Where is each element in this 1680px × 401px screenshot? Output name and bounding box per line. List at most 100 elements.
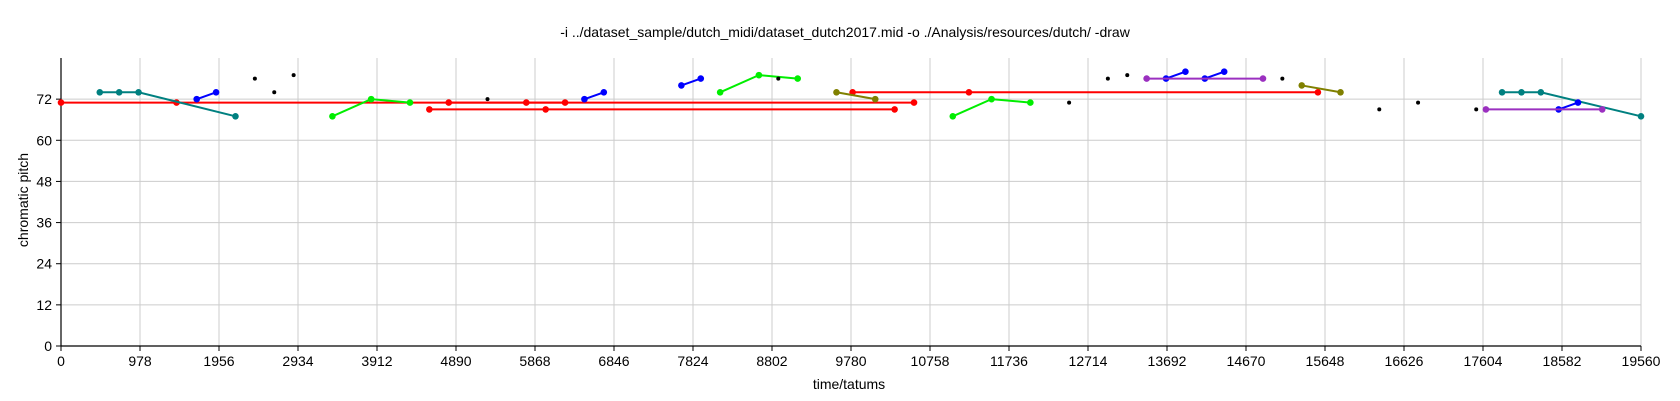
x-tick-label: 17604 (1464, 353, 1503, 369)
y-tick-label: 24 (36, 256, 52, 272)
data-point (1259, 75, 1267, 82)
data-point (96, 88, 104, 96)
data-point (193, 95, 201, 103)
data-point (1574, 99, 1582, 106)
data-point (1482, 106, 1490, 113)
y-tick-label: 72 (36, 91, 52, 107)
x-tick-label: 18582 (1543, 353, 1582, 369)
tick-labels: 0 978 1956 2934 3912 4890 5868 6846 7824 8802 9780… (36, 91, 1660, 369)
series-line (681, 77, 702, 87)
data-point (329, 112, 336, 120)
x-tick-label: 11736 (990, 353, 1028, 369)
grid-lines (61, 58, 1642, 346)
data-point (1537, 88, 1545, 96)
data-point (1125, 73, 1130, 78)
data-point (1474, 107, 1479, 112)
data-point (871, 95, 879, 103)
x-tick-label: 15648 (1306, 353, 1345, 369)
x-tick-label: 10758 (911, 353, 950, 369)
data-point (988, 95, 995, 103)
data-point (678, 82, 685, 89)
y-tick-label: 48 (36, 173, 52, 189)
data-point (1416, 100, 1421, 105)
axes (56, 58, 1642, 351)
data-point (833, 88, 840, 96)
data-point (542, 106, 549, 113)
data-point (949, 112, 957, 120)
data-point (252, 76, 257, 81)
data-point (1105, 76, 1110, 81)
y-tick-label: 0 (44, 338, 52, 354)
x-tick-label: 6846 (598, 353, 629, 369)
data-point (891, 106, 898, 113)
data-point (272, 90, 277, 95)
data-point (910, 99, 918, 106)
y-tick-label: 36 (36, 215, 52, 231)
x-tick-label: 19560 (1622, 353, 1661, 369)
data-point (1220, 68, 1228, 76)
x-tick-label: 14670 (1227, 353, 1266, 369)
data-point (600, 88, 608, 96)
data-point (426, 106, 433, 113)
data-point (291, 73, 296, 78)
data-point (581, 95, 588, 103)
x-tick-label: 8802 (756, 353, 787, 369)
series-line (1204, 70, 1225, 80)
series-line (584, 91, 605, 101)
data-point (965, 88, 973, 96)
y-tick-label: 60 (36, 132, 52, 148)
x-tick-label: 9780 (835, 353, 866, 369)
data-point (522, 99, 530, 106)
series-line (836, 91, 876, 101)
x-tick-label: 978 (128, 353, 152, 369)
y-tick-label: 12 (36, 297, 52, 313)
x-tick-label: 2934 (282, 353, 313, 369)
data-point (776, 76, 781, 81)
data-point (115, 88, 123, 96)
x-tick-label: 13692 (1148, 353, 1187, 369)
data-point (1143, 75, 1150, 82)
series-line (1558, 101, 1579, 111)
x-axis-label: time/tatums (813, 376, 885, 392)
series-line (1301, 84, 1341, 94)
data-point (561, 99, 569, 106)
data-point (1377, 107, 1382, 112)
series-line (99, 91, 236, 118)
x-tick-label: 16626 (1385, 353, 1424, 369)
series-line (196, 91, 217, 101)
data-point (1182, 68, 1189, 76)
data-point (1314, 88, 1322, 96)
chart-title: -i ../dataset_sample/dutch_midi/dataset_… (560, 24, 1131, 40)
x-tick-label: 5868 (519, 353, 550, 369)
data-point (716, 88, 724, 96)
y-axis-label: chromatic pitch (15, 153, 31, 247)
x-tick-label: 1956 (203, 353, 234, 369)
data-point (445, 99, 453, 106)
data-point (212, 88, 220, 96)
data-point (57, 99, 65, 106)
series-line (1502, 91, 1642, 118)
data-point (1598, 106, 1606, 113)
data-point (135, 88, 142, 96)
x-tick-label: 12714 (1069, 353, 1108, 369)
data-point (1518, 88, 1525, 96)
data-point (367, 95, 375, 103)
data-point (1637, 112, 1645, 120)
x-tick-label: 0 (57, 353, 65, 369)
x-tick-label: 4890 (440, 353, 471, 369)
data-point (755, 71, 763, 79)
data-point (1498, 88, 1506, 96)
data-point (1027, 99, 1034, 106)
data-point (1337, 88, 1344, 96)
data-point (794, 75, 801, 82)
x-tick-label: 7824 (677, 353, 708, 369)
data-point (232, 112, 239, 120)
x-tick-label: 3912 (361, 353, 392, 369)
data-point (697, 75, 705, 82)
data-point (485, 97, 490, 102)
data-point (406, 99, 414, 106)
data-point (1298, 82, 1306, 89)
note-series (57, 68, 1645, 120)
data-point (1280, 76, 1285, 81)
